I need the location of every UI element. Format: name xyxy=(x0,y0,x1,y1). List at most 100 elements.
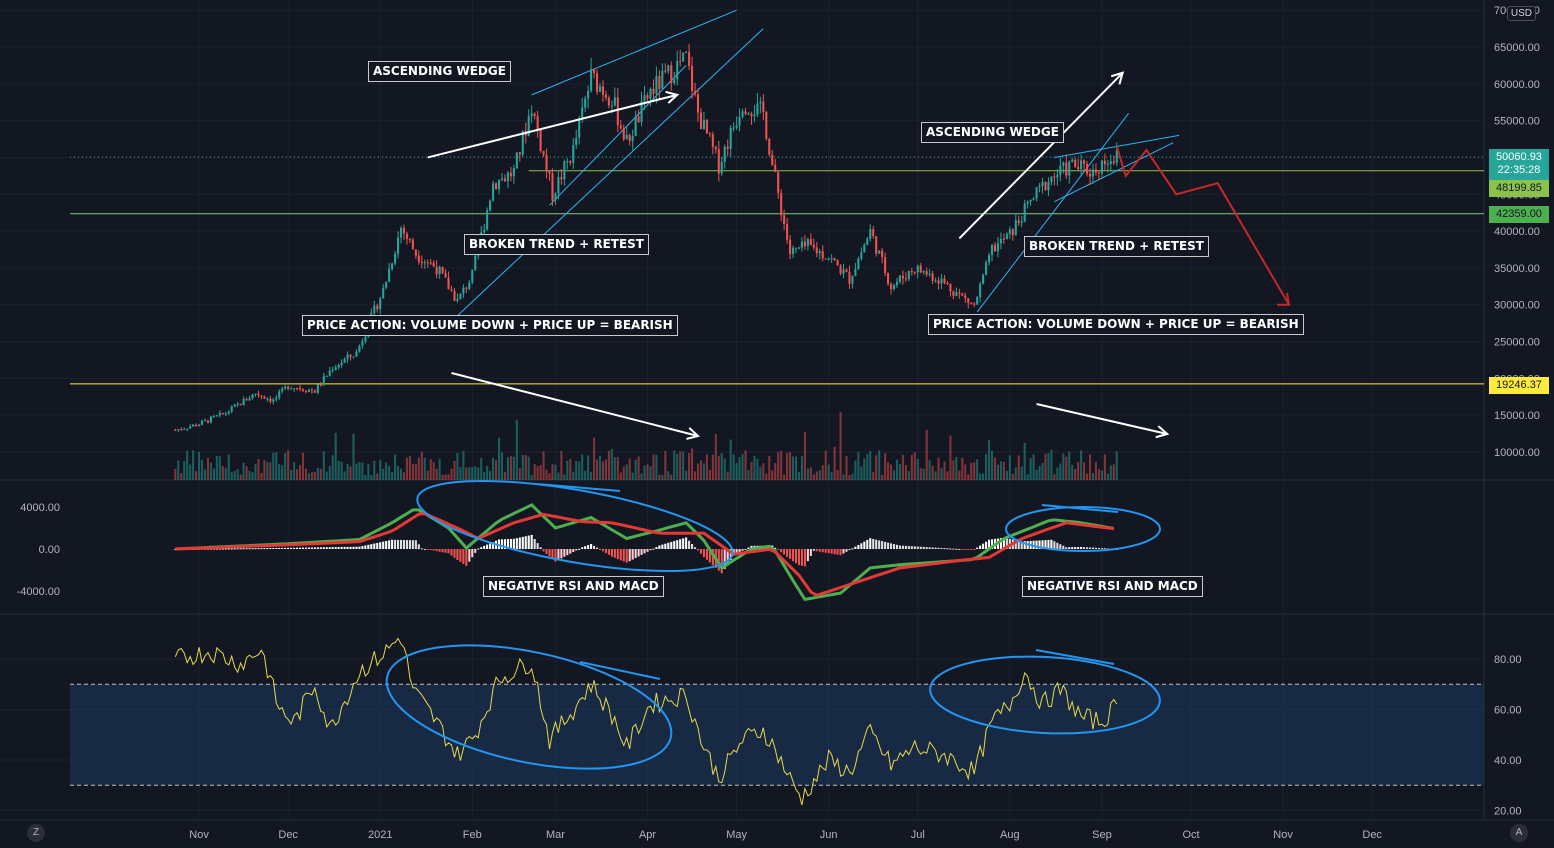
candle-body xyxy=(985,262,988,276)
histogram-bar xyxy=(563,549,566,557)
histogram-bar xyxy=(851,548,854,550)
candle-body xyxy=(1053,176,1056,178)
histogram-bar xyxy=(693,547,697,549)
volume-bar xyxy=(304,468,308,480)
volume-down-arrow-2-head xyxy=(1155,425,1170,439)
volume-bar xyxy=(429,459,432,480)
volume-bar xyxy=(673,450,676,480)
histogram-bar xyxy=(281,547,284,549)
histogram-bar xyxy=(1097,547,1100,549)
candle-body xyxy=(857,258,860,269)
histogram-bar xyxy=(385,541,388,549)
volume-bar xyxy=(497,437,501,480)
volume-bar xyxy=(293,462,296,480)
candle-body xyxy=(313,390,316,393)
rsi-stroke-1 xyxy=(579,661,661,680)
candle-body xyxy=(753,114,756,117)
uptrend-arrow-1 xyxy=(427,93,678,159)
candle-body xyxy=(833,258,836,261)
volume-bar xyxy=(613,457,616,480)
candle-body xyxy=(786,224,789,240)
candle-body xyxy=(696,94,700,113)
time-axis-label: May xyxy=(726,829,747,841)
candle-body xyxy=(456,298,459,301)
histogram-bar xyxy=(940,547,943,549)
volume-bar xyxy=(854,460,857,480)
volume-bar xyxy=(685,470,688,480)
candle-body xyxy=(794,247,798,249)
histogram-bar xyxy=(682,538,685,549)
volume-bar xyxy=(878,450,881,480)
histogram-bar xyxy=(260,548,263,550)
candle-body xyxy=(444,273,447,278)
histogram-bar xyxy=(545,549,548,554)
volume-bar xyxy=(610,449,613,480)
candle-body xyxy=(533,113,536,117)
histogram-bar xyxy=(230,548,233,550)
annotation-broken-trend-1: BROKEN TREND + RETEST xyxy=(464,234,649,255)
volume-bar xyxy=(970,462,973,480)
level-label-42359: 42359.00 xyxy=(1489,206,1549,223)
histogram-bar xyxy=(500,539,504,549)
candle-body xyxy=(759,101,762,104)
volume-bar xyxy=(964,464,967,480)
volume-bar xyxy=(937,457,940,480)
volume-bar xyxy=(376,473,379,480)
histogram-bar xyxy=(777,549,780,551)
candle-body xyxy=(551,173,554,201)
candle-body xyxy=(895,281,899,286)
histogram-bar xyxy=(503,539,507,549)
histogram-bar xyxy=(696,549,700,551)
histogram-bar xyxy=(830,549,833,554)
candle-body xyxy=(189,426,192,429)
candle-body xyxy=(548,170,551,174)
candle-body xyxy=(206,420,210,423)
volume-bar xyxy=(572,471,575,480)
histogram-bar xyxy=(382,541,385,549)
histogram-bar xyxy=(423,548,426,550)
candle-body xyxy=(943,278,946,284)
histogram-bar xyxy=(702,549,705,558)
volume-bar xyxy=(839,412,842,480)
histogram-bar xyxy=(1059,544,1062,549)
volume-bar xyxy=(1086,473,1089,480)
currency-label[interactable]: USD xyxy=(1506,6,1536,21)
candle-body xyxy=(417,255,420,262)
candle-body xyxy=(854,268,857,277)
candle-body xyxy=(1083,160,1086,164)
candle-body xyxy=(560,177,563,180)
histogram-bar xyxy=(919,546,922,549)
volume-bar xyxy=(1071,464,1074,480)
candle-body xyxy=(242,398,245,406)
candle-body xyxy=(581,107,584,119)
histogram-bar xyxy=(842,549,845,554)
histogram-bar xyxy=(587,545,590,549)
candle-body xyxy=(423,262,426,264)
candle-body xyxy=(940,278,943,284)
candle-body xyxy=(408,238,411,240)
volume-bar xyxy=(783,474,786,480)
candle-body xyxy=(263,396,266,399)
candle-body xyxy=(521,130,524,155)
volume-bar xyxy=(515,419,518,480)
histogram-bar xyxy=(794,549,798,564)
histogram-bar xyxy=(405,540,408,549)
candle-body xyxy=(946,283,949,285)
volume-bar xyxy=(682,451,685,480)
histogram-bar xyxy=(907,546,910,549)
candle-body xyxy=(465,287,468,289)
histogram-bar xyxy=(539,547,542,549)
timezone-z-button[interactable]: Z xyxy=(27,824,45,842)
macd-axis-label: 4000.00 xyxy=(20,502,60,514)
candle-body xyxy=(316,384,319,393)
volume-bar xyxy=(676,453,679,480)
volume-bar xyxy=(979,473,982,480)
volume-bar xyxy=(361,462,364,480)
histogram-bar xyxy=(872,538,875,549)
auto-scale-button[interactable]: A xyxy=(1510,824,1528,842)
histogram-bar xyxy=(955,548,958,550)
candle-body xyxy=(512,168,515,177)
volume-bar xyxy=(299,465,302,480)
candle-body xyxy=(1029,199,1032,202)
